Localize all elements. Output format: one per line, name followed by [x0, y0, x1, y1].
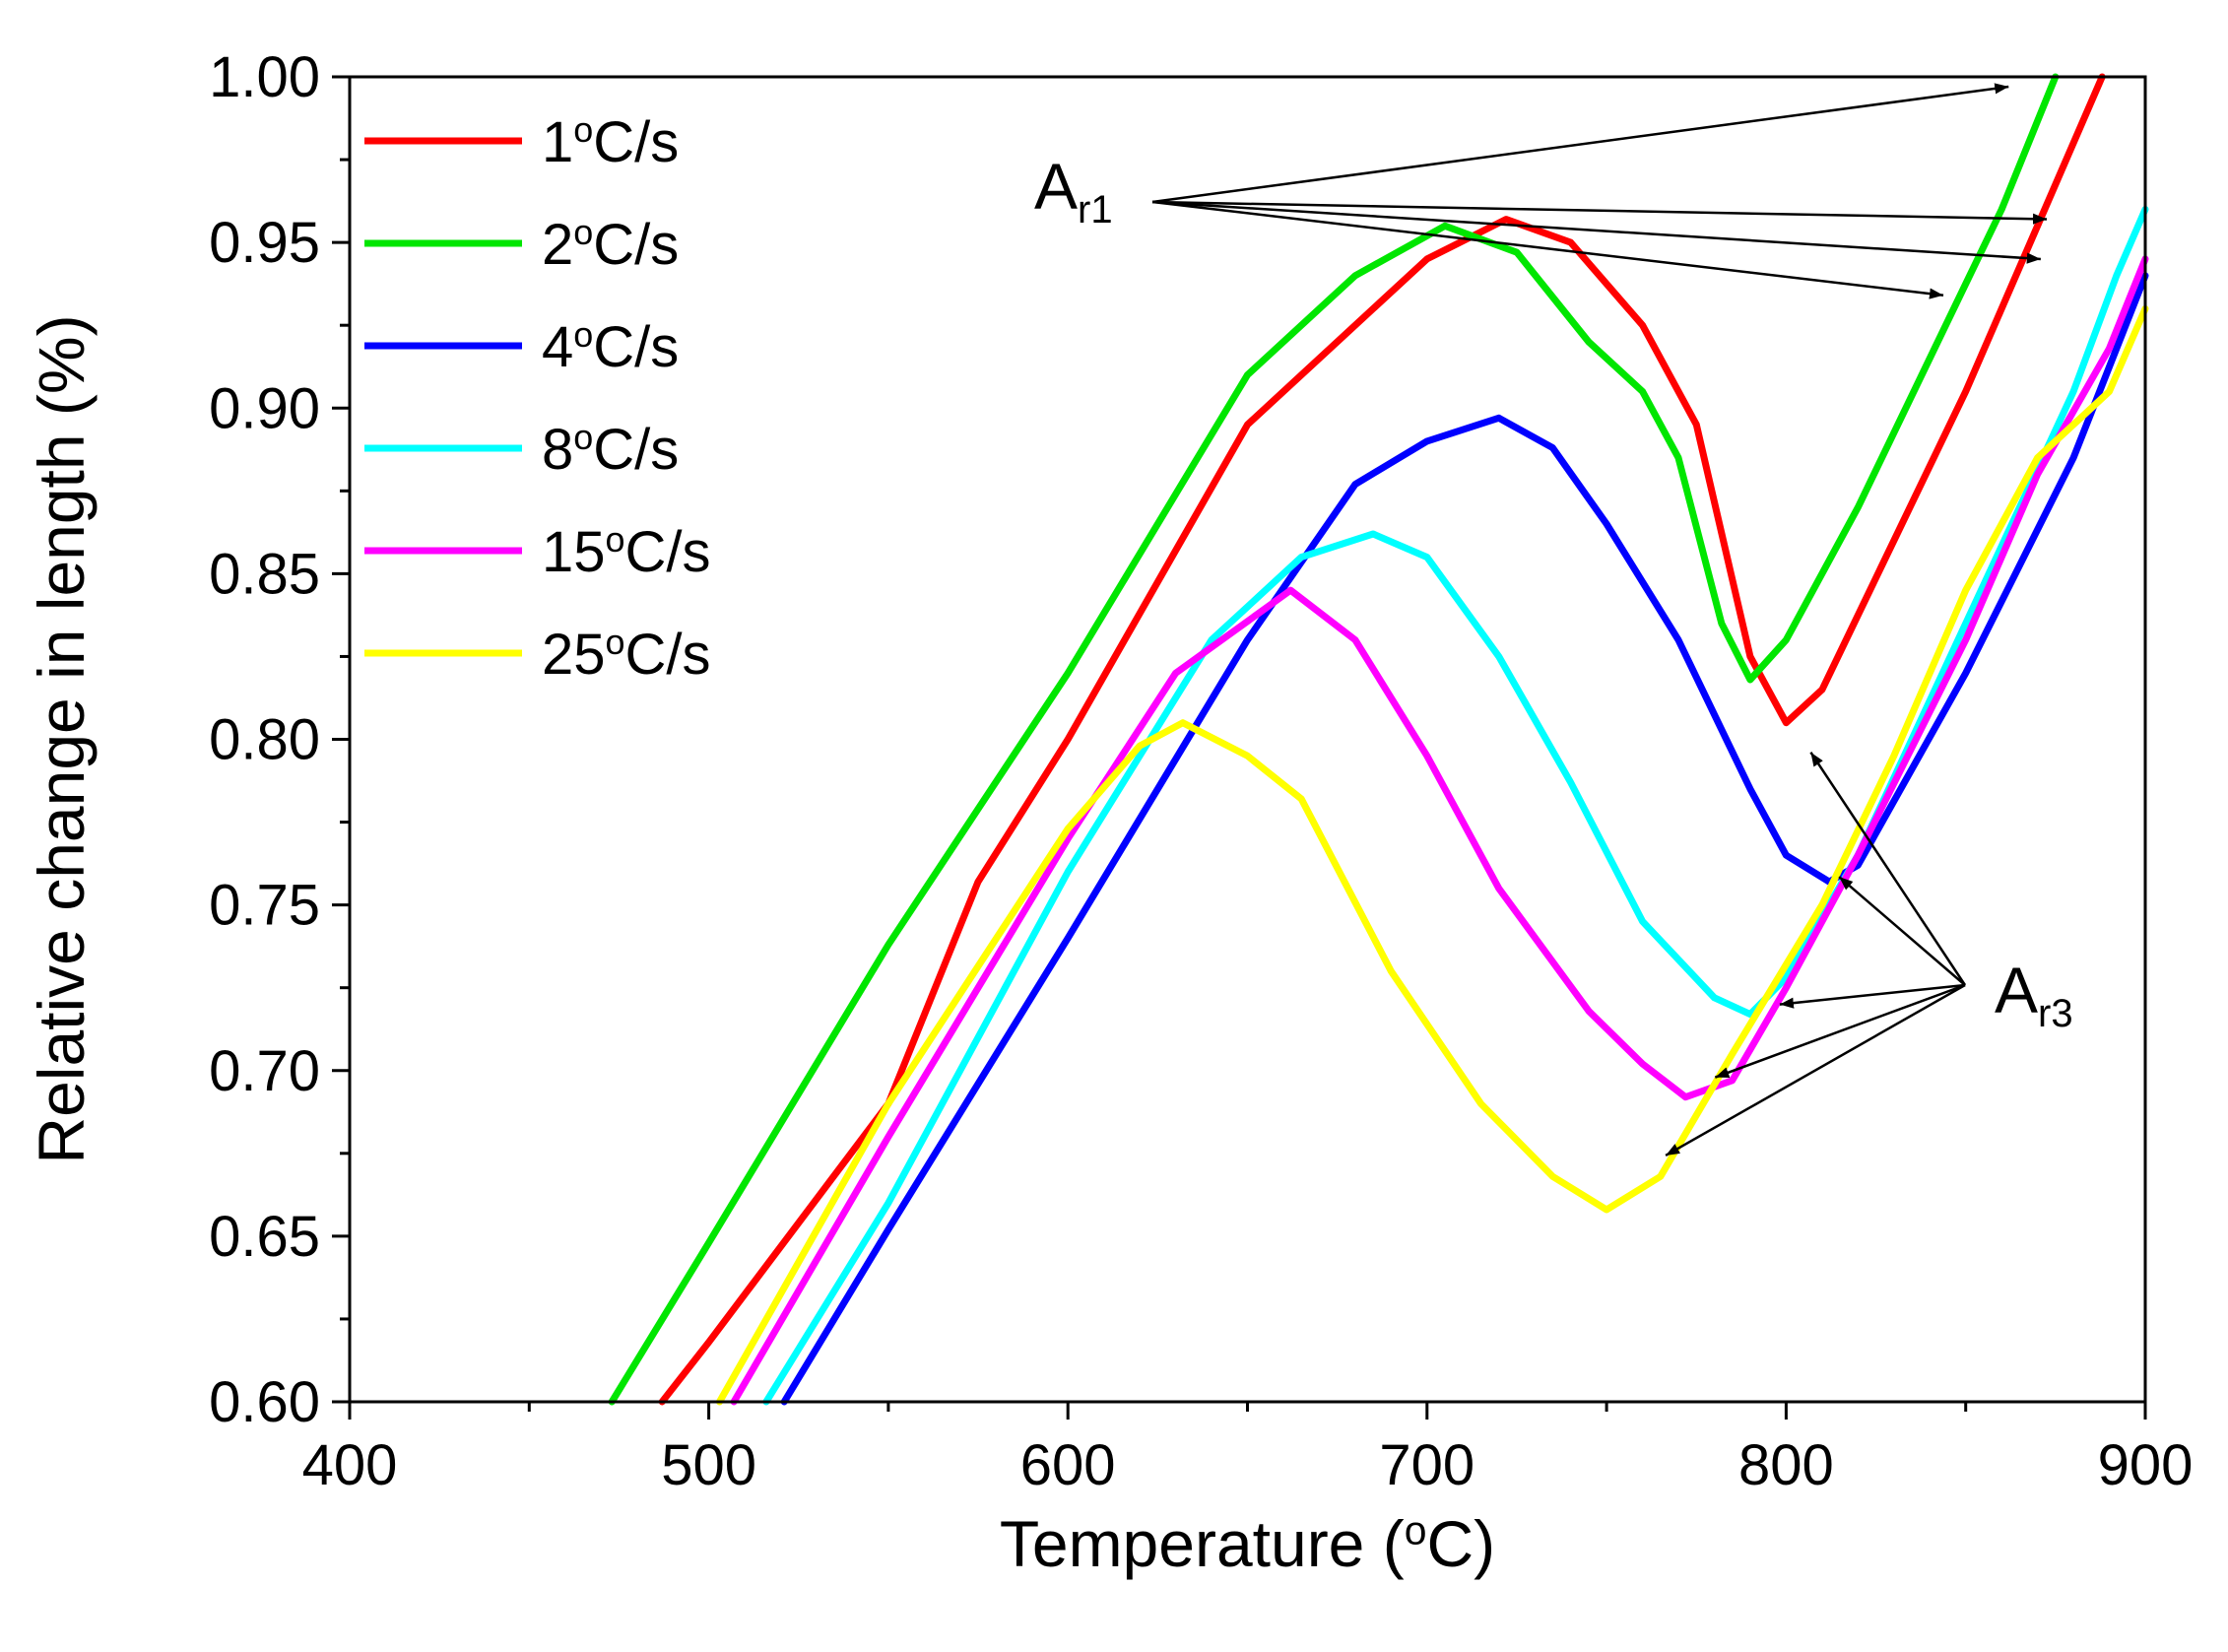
annotation-ar1-label: Ar1	[1034, 150, 1113, 231]
series-line-4	[762, 206, 2149, 1406]
y-tick-label: 0.70	[209, 1039, 320, 1103]
annotation-ar1-arrow-2	[1151, 200, 2041, 264]
y-tick-label: 0.65	[209, 1205, 320, 1269]
y-tick-label: 0.80	[209, 708, 320, 772]
y-tick-label: 0.60	[209, 1370, 320, 1434]
y-tick-label: 0.95	[209, 211, 320, 275]
axis-ticks: 400 500 600 700 800 900 0.60 0.65 0.70 0.75 0.80 0.…	[209, 45, 2193, 1497]
y-axis-title: Relative change in length (%)	[25, 314, 98, 1163]
series-layer	[608, 73, 2149, 1406]
series-line-5	[730, 255, 2149, 1406]
legend-label-4: 8oC/s	[542, 417, 679, 482]
legend-label-3: 4oC/s	[542, 314, 679, 379]
legend-label-2: 2oC/s	[542, 212, 679, 277]
series-line-3	[780, 272, 2149, 1406]
legend-label-5: 15oC/s	[542, 519, 711, 584]
annotation-ar3-arrow-5	[1665, 983, 1966, 1157]
annotation-ar1-arrow-3	[1151, 200, 1944, 299]
x-tick-label: 500	[661, 1433, 756, 1497]
annotation-ar3-arrow-2	[1838, 876, 1966, 986]
annotation-ar3-arrow-3	[1779, 983, 1966, 1009]
series-line-6	[716, 304, 2149, 1406]
x-tick-label: 600	[1020, 1433, 1116, 1497]
y-tick-label: 0.85	[209, 542, 320, 606]
y-tick-label: 1.00	[209, 45, 320, 109]
x-axis-title: Temperature (oC)	[1000, 1507, 1495, 1580]
annotation-ar1-arrow-4	[1151, 200, 2048, 225]
annotation-ar3-label: Ar3	[1995, 954, 2073, 1035]
x-tick-label: 400	[302, 1433, 398, 1497]
y-tick-label: 0.90	[209, 376, 320, 440]
legend: 1oC/s 2oC/s 4oC/s 8oC/s 15oC/s 25oC/s	[364, 109, 711, 687]
annotations: Ar1 Ar3	[1034, 83, 2073, 1157]
series-line-1	[658, 73, 2106, 1406]
annotation-ar3-arrow-1	[1809, 751, 1967, 986]
x-tick-label: 800	[1738, 1433, 1834, 1497]
annotation-ar3-arrow-4	[1714, 983, 1966, 1079]
x-tick-label: 700	[1379, 1433, 1474, 1497]
series-line-2	[608, 73, 2060, 1406]
legend-label-1: 1oC/s	[542, 109, 679, 174]
annotation-ar1-arrow-1	[1151, 83, 2009, 204]
legend-label-6: 25oC/s	[542, 622, 711, 687]
y-tick-label: 0.75	[209, 874, 320, 938]
x-tick-label: 900	[2098, 1433, 2194, 1497]
